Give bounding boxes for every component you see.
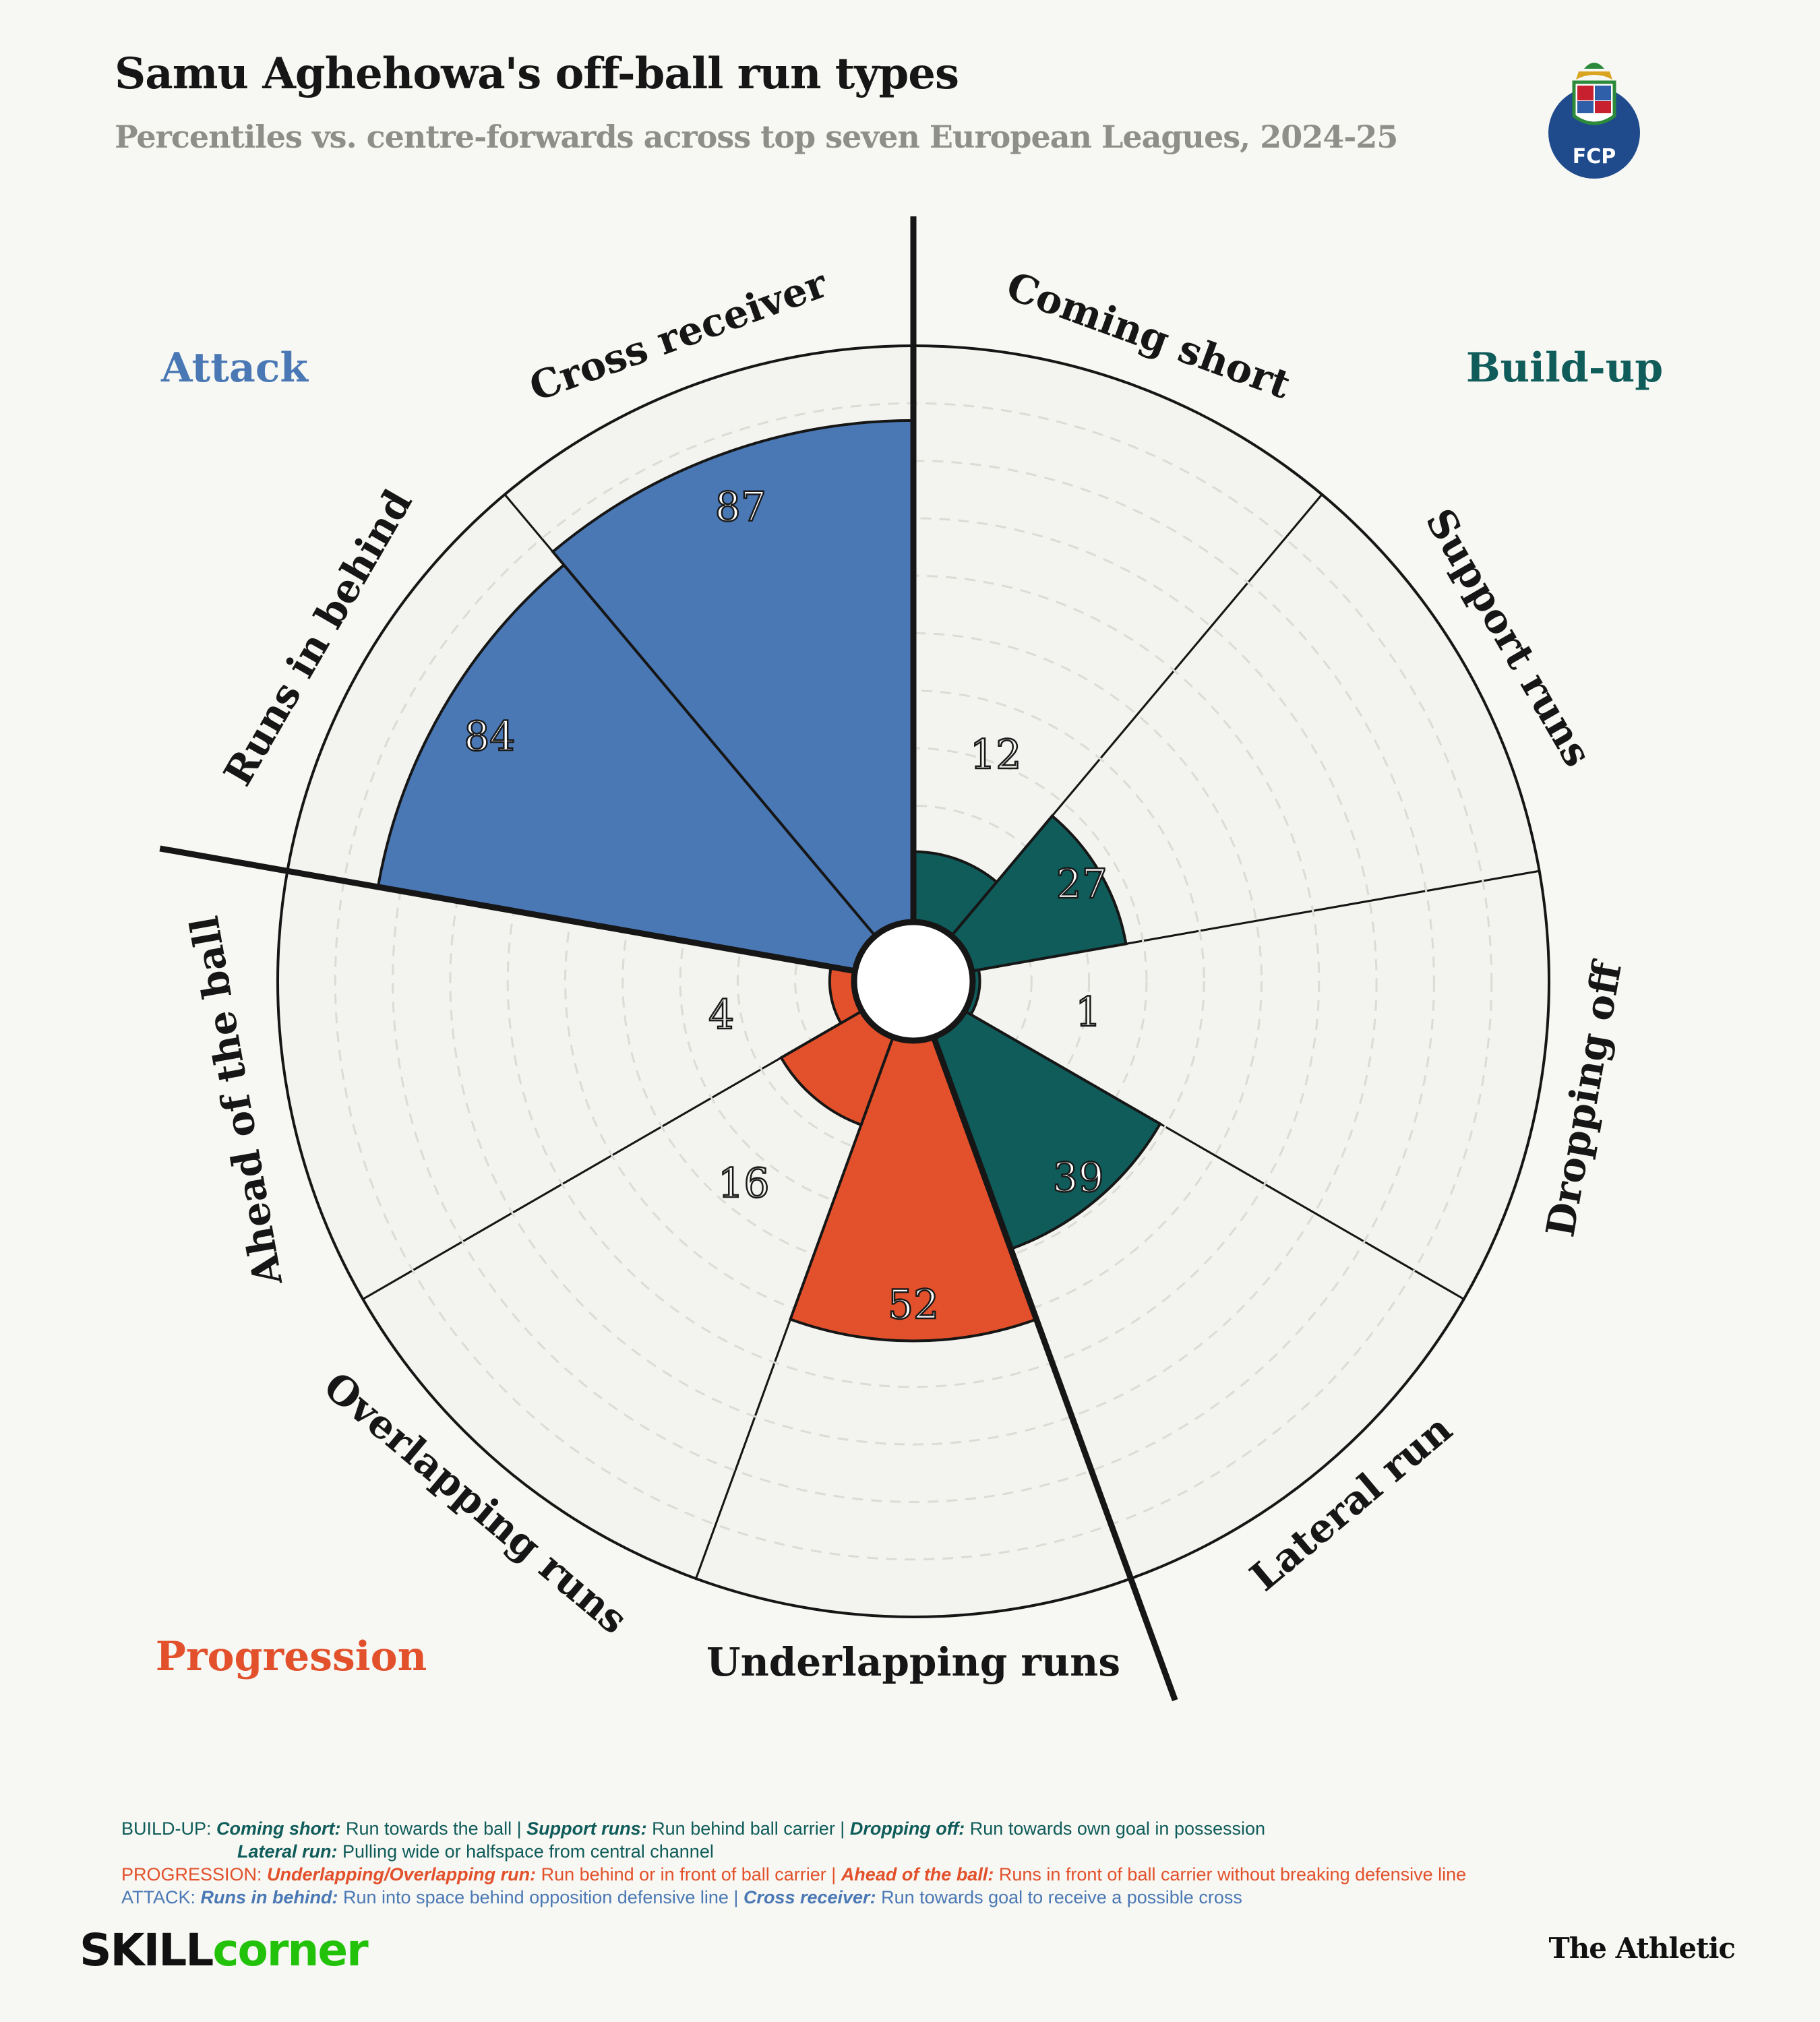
glossary-term: Ahead of the ball: xyxy=(841,1864,994,1885)
value-label: 84 xyxy=(464,713,515,760)
value-labels: 12 27 1 39 52 16 4 84 87 xyxy=(463,483,1108,1329)
group-label-attack: Attack xyxy=(160,344,309,392)
glossary-def: Runs in front of ball carrier without br… xyxy=(994,1864,1467,1885)
value-label: 39 xyxy=(1052,1154,1103,1201)
group-divider-line xyxy=(159,845,855,974)
grid-circle xyxy=(449,517,1378,1446)
glossary-def: Pulling wide or halfspace from central c… xyxy=(337,1841,714,1862)
glossary-def: Run towards the ball | xyxy=(340,1818,527,1839)
glossary: BUILD-UP: Coming short: Run towards the … xyxy=(121,1817,1466,1909)
skillcorner-logo-part: SKILL xyxy=(80,1924,214,1976)
glossary-term: Dropping off: xyxy=(849,1818,965,1839)
svg-text:FCP: FCP xyxy=(1573,145,1616,168)
glossary-def: Run towards own goal in possession xyxy=(965,1818,1266,1839)
category-label: Dropping off xyxy=(1537,956,1631,1240)
category-label: Ahead of the ball xyxy=(181,913,291,1289)
group-divider-line xyxy=(931,1037,1178,1702)
fc-porto-crest-logo: FCP xyxy=(1548,63,1640,179)
glossary-buildup: BUILD-UP: Coming short: Run towards the … xyxy=(121,1817,1466,1840)
grid-circle xyxy=(736,804,1091,1159)
glossary-def: Run towards goal to receive a possible c… xyxy=(876,1887,1242,1907)
value-label: 87 xyxy=(715,483,766,530)
chart-title: Samu Aghehowa's off-ball run types xyxy=(115,49,959,99)
category-label: Underlapping runs xyxy=(706,1639,1120,1685)
bars xyxy=(376,419,1162,1343)
glossary-term: Underlapping/Overlapping run: xyxy=(267,1864,537,1885)
glossary-term: Cross receiver: xyxy=(743,1887,876,1907)
group-label-buildup: Build-up xyxy=(1466,344,1663,392)
grid-circle xyxy=(564,632,1263,1330)
divider-lines xyxy=(159,216,1178,1702)
value-label: 16 xyxy=(718,1160,769,1207)
glossary-term: Support runs: xyxy=(526,1818,647,1839)
glossary-progression: PROGRESSION: Underlapping/Overlapping ru… xyxy=(121,1863,1466,1886)
glossary-term: Runs in behind: xyxy=(200,1887,338,1907)
chart-subtitle: Percentiles vs. centre-forwards across t… xyxy=(115,119,1398,155)
value-label: 1 xyxy=(1075,989,1101,1036)
skillcorner-logo-part: corner xyxy=(212,1924,368,1976)
value-label: 12 xyxy=(970,731,1021,778)
glossary-def: Run behind ball carrier | xyxy=(646,1818,850,1839)
glossary-term: Lateral run: xyxy=(237,1841,338,1862)
value-label: 52 xyxy=(888,1281,939,1328)
center-hole xyxy=(851,919,976,1044)
glossary-term: Coming short: xyxy=(216,1818,341,1839)
group-label-progression: Progression xyxy=(156,1633,427,1680)
glossary-def: Run behind or in front of ball carrier | xyxy=(536,1864,841,1885)
grid-circle xyxy=(392,460,1435,1503)
value-label: 4 xyxy=(708,991,734,1039)
glossary-buildup-2: Lateral run: Pulling wide or halfspace f… xyxy=(121,1840,1466,1863)
glossary-prefix: BUILD-UP: xyxy=(121,1818,217,1839)
glossary-attack: ATTACK: Runs in behind: Run into space b… xyxy=(121,1886,1466,1909)
glossary-prefix: PROGRESSION: xyxy=(121,1864,268,1885)
the-athletic-logo: The Athletic xyxy=(1548,1932,1736,1965)
value-label: 27 xyxy=(1056,861,1107,908)
glossary-def: Run into space behind opposition defensi… xyxy=(338,1887,744,1907)
glossary-prefix: ATTACK: xyxy=(121,1887,201,1907)
skillcorner-logo: SKILLcorner xyxy=(80,1924,369,1976)
